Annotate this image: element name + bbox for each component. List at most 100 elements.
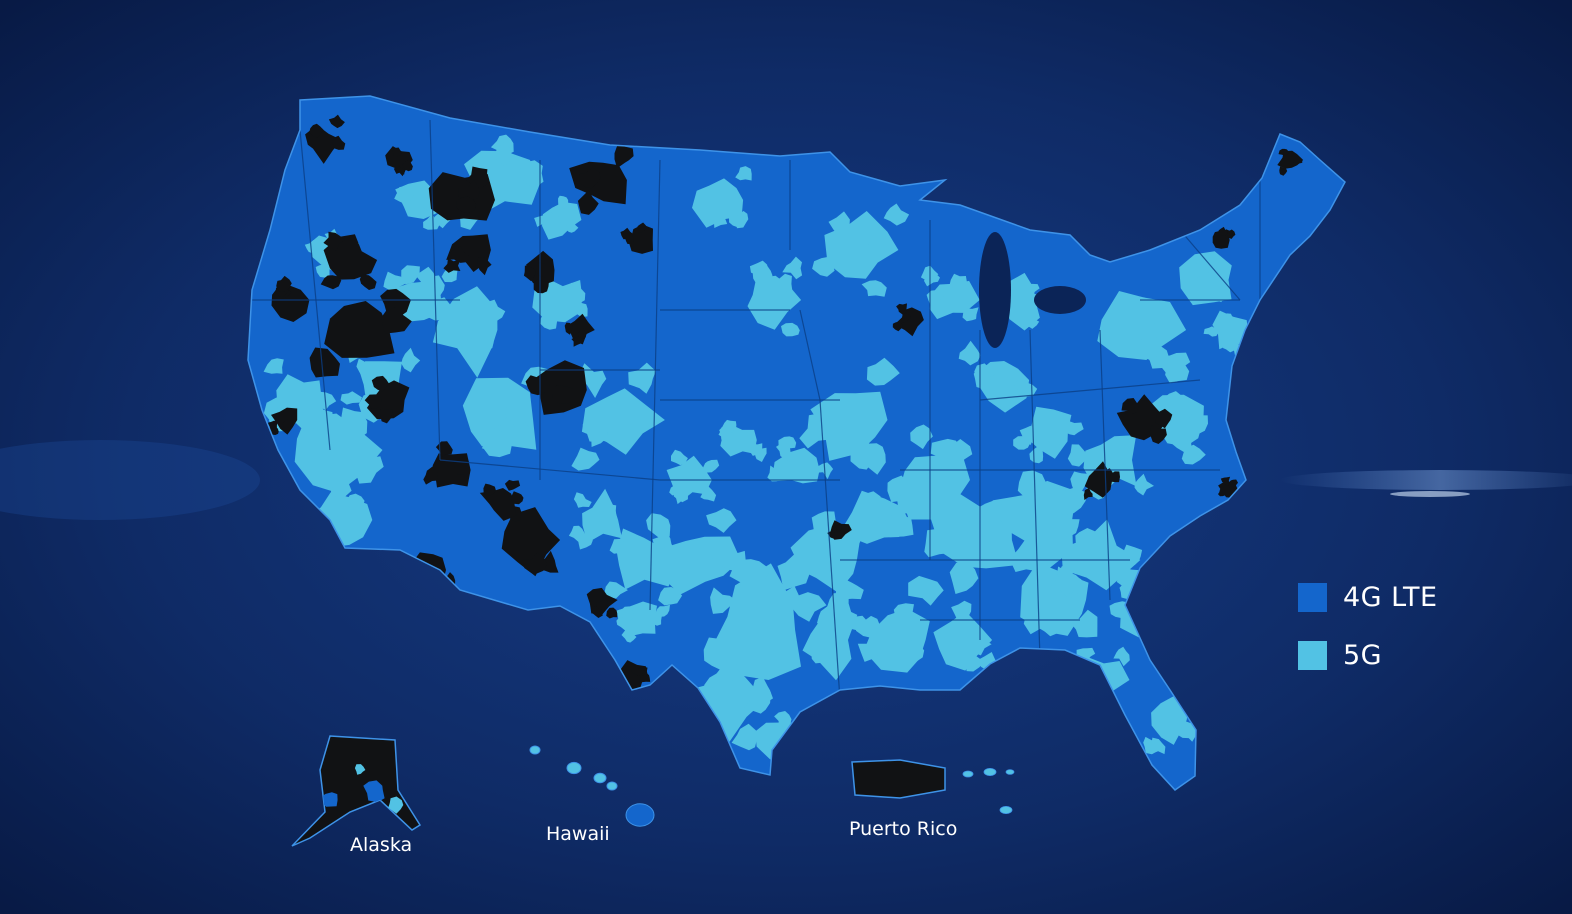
no-coverage-area <box>569 161 627 205</box>
no-coverage-area <box>443 258 461 273</box>
no-coverage-area <box>579 167 601 189</box>
puerto-rico-islet <box>1005 769 1015 775</box>
no-coverage-area <box>458 179 480 200</box>
no-coverage-area <box>522 552 548 574</box>
no-coverage-area <box>1278 148 1290 156</box>
fiveg-coverage-patch <box>429 275 445 297</box>
no-coverage-area <box>892 321 903 332</box>
fiveg-coverage-patch <box>735 166 752 181</box>
fiveg-coverage-patch <box>782 256 803 280</box>
fiveg-coverage-patch <box>330 483 352 501</box>
puerto-rico-map <box>851 759 1015 815</box>
fiveg-coverage-patch <box>949 273 967 291</box>
no-coverage-area <box>625 234 634 245</box>
fiveg-coverage-patch <box>1210 286 1228 303</box>
fiveg-coverage-patch <box>557 211 572 226</box>
fiveg-coverage-patch <box>543 288 562 311</box>
fiveg-coverage-patch <box>933 611 993 671</box>
no-coverage-area <box>577 190 599 215</box>
fiveg-coverage-patch <box>1143 299 1166 328</box>
fiveg-coverage-patch <box>423 213 440 230</box>
fiveg-coverage-patch <box>951 600 972 621</box>
no-coverage-area <box>309 123 324 138</box>
no-coverage-area <box>630 665 645 676</box>
fiveg-coverage-patch <box>806 529 835 553</box>
alaska-label: Alaska <box>350 834 413 856</box>
fiveg-coverage-patch <box>1017 470 1048 499</box>
no-coverage-area <box>1083 487 1093 500</box>
fiveg-coverage-patch <box>534 215 548 227</box>
no-coverage-area <box>379 408 394 424</box>
hawaii-map <box>529 745 655 827</box>
no-coverage-area <box>271 407 298 435</box>
fiveg-coverage-patch <box>811 648 832 664</box>
fiveg-coverage-patch <box>340 391 362 405</box>
no-coverage-area <box>1279 166 1288 176</box>
fiveg-coverage-patch <box>621 630 637 643</box>
fiveg-coverage-patch <box>316 391 337 411</box>
fiveg-coverage-patch <box>916 480 954 515</box>
fiveg-coverage-patch <box>304 240 320 254</box>
fiveg-coverage-patch <box>1113 646 1130 667</box>
no-coverage-area <box>401 159 413 172</box>
fiveg-coverage-patch <box>355 456 384 484</box>
fiveg-coverage-patch <box>1168 434 1192 452</box>
fiveg-coverage-patch <box>775 273 793 293</box>
no-coverage-area <box>551 385 578 404</box>
fiveg-coverage-patch <box>1011 536 1042 572</box>
fiveg-coverage-patch <box>910 424 933 450</box>
legend-label: 4G LTE <box>1343 581 1438 613</box>
state-border-line <box>1099 329 1111 601</box>
no-coverage-area <box>282 419 293 428</box>
fiveg-coverage-patch <box>799 413 835 449</box>
no-coverage-area <box>1109 471 1120 483</box>
fiveg-coverage-patch <box>752 263 773 286</box>
no-coverage-area <box>577 328 586 340</box>
no-coverage-area <box>381 307 412 334</box>
fiveg-coverage-patch <box>1186 414 1208 434</box>
fiveg-coverage-patch <box>1061 519 1141 591</box>
hawaii-island <box>566 761 582 775</box>
fiveg-coverage-patch <box>781 322 800 337</box>
alaska-coverage-patch <box>388 796 404 814</box>
no-coverage-area <box>533 279 549 294</box>
no-coverage-area <box>1121 398 1139 414</box>
fiveg-coverage-patch <box>1047 430 1064 447</box>
fiveg-coverage-patch <box>567 282 586 304</box>
fiveg-coverage-patch <box>1134 335 1162 361</box>
state-border-line <box>299 129 331 451</box>
state-border-line <box>649 159 661 611</box>
fiveg-coverage-patch <box>401 265 420 285</box>
no-coverage-area <box>1149 425 1167 444</box>
fiveg-coverage-patch <box>655 604 670 617</box>
legend-swatch-5g <box>1298 640 1327 670</box>
fiveg-coverage-patch <box>959 519 995 553</box>
fiveg-coverage-patch <box>1222 340 1237 353</box>
no-coverage-area <box>320 275 342 290</box>
fiveg-coverage-patch <box>441 268 458 283</box>
fiveg-coverage-patch <box>1019 425 1035 445</box>
fiveg-coverage-patch <box>969 632 992 656</box>
fiveg-coverage-patch <box>600 504 617 520</box>
fiveg-coverage-patch <box>885 512 914 537</box>
state-border-line <box>1179 229 1241 301</box>
fiveg-coverage-patch <box>573 492 592 508</box>
fiveg-coverage-patch <box>908 575 944 606</box>
fiveg-coverage-patch <box>1029 445 1044 464</box>
fiveg-coverage-patch <box>578 363 607 398</box>
fiveg-coverage-patch <box>1070 471 1091 493</box>
no-coverage-area <box>900 312 911 323</box>
fiveg-coverage-patch <box>893 603 914 624</box>
fiveg-coverage-patch <box>958 340 981 366</box>
fiveg-coverage-patch <box>949 562 979 594</box>
no-coverage-area <box>606 607 618 619</box>
legend-item-5g: 5G <box>1298 640 1438 671</box>
fiveg-coverage-patch <box>582 416 608 442</box>
state-border-line <box>439 459 661 481</box>
no-coverage-area <box>564 322 574 335</box>
fiveg-coverage-patch <box>700 486 717 502</box>
no-coverage-area <box>359 274 377 290</box>
state-border-line <box>799 309 821 401</box>
fiveg-coverage-patch <box>780 458 797 478</box>
